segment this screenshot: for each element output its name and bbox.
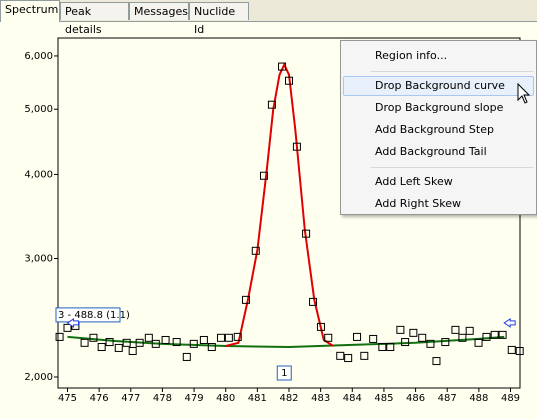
data-point xyxy=(135,338,144,347)
x-tick-label: 480 xyxy=(216,393,235,404)
data-point xyxy=(378,343,387,352)
data-point xyxy=(441,338,450,347)
x-tick-label: 484 xyxy=(343,393,362,404)
data-point xyxy=(122,338,131,347)
tab-strip: Spectrum Peak details Messages Nuclide I… xyxy=(0,0,537,36)
data-point xyxy=(80,338,89,347)
y-tick-label: 2,000 xyxy=(24,372,53,383)
y-tick-label: 5,000 xyxy=(24,104,53,115)
data-point xyxy=(63,323,72,332)
x-tick-label: 487 xyxy=(438,393,457,404)
tab[interactable]: Peak details xyxy=(60,2,129,36)
y-tick-label: 3,000 xyxy=(24,253,53,264)
menu-separator xyxy=(371,71,533,72)
x-tick-label: 489 xyxy=(501,393,520,404)
data-point xyxy=(426,339,435,348)
background-curve xyxy=(67,335,505,349)
menu-item[interactable]: Drop Background slope xyxy=(375,101,504,114)
data-point xyxy=(458,333,467,342)
data-point xyxy=(515,346,524,355)
region-label-box xyxy=(55,307,121,323)
x-tick-label: 477 xyxy=(121,393,140,404)
peak-label: 1 xyxy=(281,368,287,379)
data-point xyxy=(418,333,427,342)
peak-label-box xyxy=(276,365,292,381)
region-label: 3 - 488.8 (1.1) xyxy=(58,310,130,321)
y-tick-label: 6,000 xyxy=(24,51,53,62)
menu-item[interactable]: Add Left Skew xyxy=(375,175,453,188)
data-point xyxy=(292,142,301,151)
x-tick-label: 476 xyxy=(90,393,109,404)
menu-item[interactable]: Drop Background curve xyxy=(343,76,534,96)
data-point xyxy=(490,330,499,339)
data-point xyxy=(97,343,106,352)
data-point xyxy=(336,351,345,360)
x-tick-label: 488 xyxy=(469,393,488,404)
x-tick-label: 485 xyxy=(374,393,393,404)
data-point xyxy=(316,322,325,331)
menu-separator xyxy=(371,167,533,168)
x-tick-label: 482 xyxy=(279,393,298,404)
x-tick-label: 483 xyxy=(311,393,330,404)
tab[interactable]: Messages xyxy=(129,2,189,20)
x-tick-label: 486 xyxy=(406,393,425,404)
menu-item[interactable]: Region info... xyxy=(375,49,448,62)
data-point xyxy=(114,343,123,352)
data-point xyxy=(224,333,233,342)
data-point xyxy=(216,333,225,342)
data-point xyxy=(207,343,216,352)
data-point xyxy=(278,62,287,71)
menu-item[interactable]: Add Background Tail xyxy=(375,145,487,158)
data-point xyxy=(396,325,405,334)
data-point xyxy=(386,343,395,352)
data-point xyxy=(105,338,114,347)
data-point xyxy=(302,229,311,238)
data-point xyxy=(344,354,353,363)
region-start-arrow xyxy=(66,317,79,328)
data-point xyxy=(360,351,369,360)
data-point xyxy=(172,338,181,347)
data-point xyxy=(182,352,191,361)
x-tick-label: 479 xyxy=(185,393,204,404)
data-point xyxy=(432,357,441,366)
data-point xyxy=(233,332,242,341)
data-point xyxy=(401,338,410,347)
data-point xyxy=(55,332,64,341)
data-point xyxy=(161,335,170,344)
tab[interactable]: Nuclide Id xyxy=(189,2,249,36)
data-point xyxy=(151,339,160,348)
data-point xyxy=(89,333,98,342)
data-point xyxy=(267,100,276,109)
data-point xyxy=(474,338,483,347)
data-point xyxy=(309,297,318,306)
data-point xyxy=(451,325,460,334)
y-tick-label: 4,000 xyxy=(24,169,53,180)
tab[interactable]: Spectrum xyxy=(0,0,60,22)
x-tick-label: 475 xyxy=(58,393,77,404)
data-point xyxy=(507,345,516,354)
data-point xyxy=(482,332,491,341)
context-menu: Region info... Drop Background curve Dro… xyxy=(340,40,537,215)
data-point xyxy=(189,339,198,348)
menu-item[interactable]: Add Right Skew xyxy=(375,197,461,210)
data-point xyxy=(251,246,260,255)
menu-item[interactable]: Add Background Step xyxy=(375,123,494,136)
data-point xyxy=(241,295,250,304)
x-tick-label: 481 xyxy=(248,393,267,404)
data-point xyxy=(369,334,378,343)
data-point xyxy=(498,330,507,339)
data-point xyxy=(465,326,474,335)
data-point xyxy=(324,333,333,342)
data-point xyxy=(260,171,269,180)
region-end-arrow xyxy=(503,317,516,328)
data-point xyxy=(128,346,137,355)
data-point xyxy=(353,332,362,341)
data-point xyxy=(199,335,208,344)
data-point xyxy=(144,333,153,342)
data-point xyxy=(409,328,418,337)
x-tick-label: 478 xyxy=(153,393,172,404)
data-point xyxy=(285,76,293,85)
